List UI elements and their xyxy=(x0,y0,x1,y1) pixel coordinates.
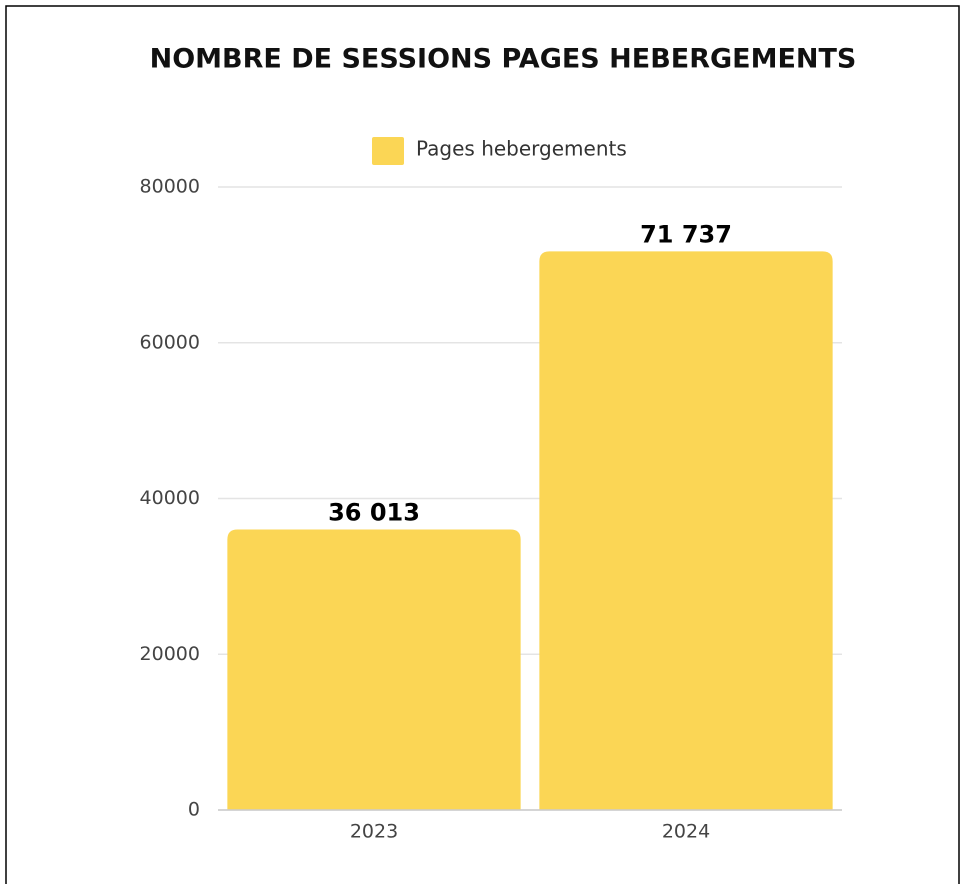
y-tick-label: 60000 xyxy=(140,331,200,353)
y-tick-label: 20000 xyxy=(140,643,200,665)
chart-title: NOMBRE DE SESSIONS PAGES HEBERGEMENTS xyxy=(150,44,857,75)
legend-label: Pages hebergements xyxy=(416,137,627,161)
x-tick-label: 2024 xyxy=(662,821,710,843)
x-tick-label: 2023 xyxy=(350,821,398,843)
y-tick-label: 80000 xyxy=(140,176,200,198)
data-label: 36 013 xyxy=(328,499,420,527)
data-label: 71 737 xyxy=(640,220,732,248)
y-tick-label: 0 xyxy=(188,799,200,821)
y-tick-label: 40000 xyxy=(140,487,200,509)
bar xyxy=(227,529,521,810)
legend-swatch xyxy=(372,137,404,165)
bar xyxy=(539,251,833,810)
